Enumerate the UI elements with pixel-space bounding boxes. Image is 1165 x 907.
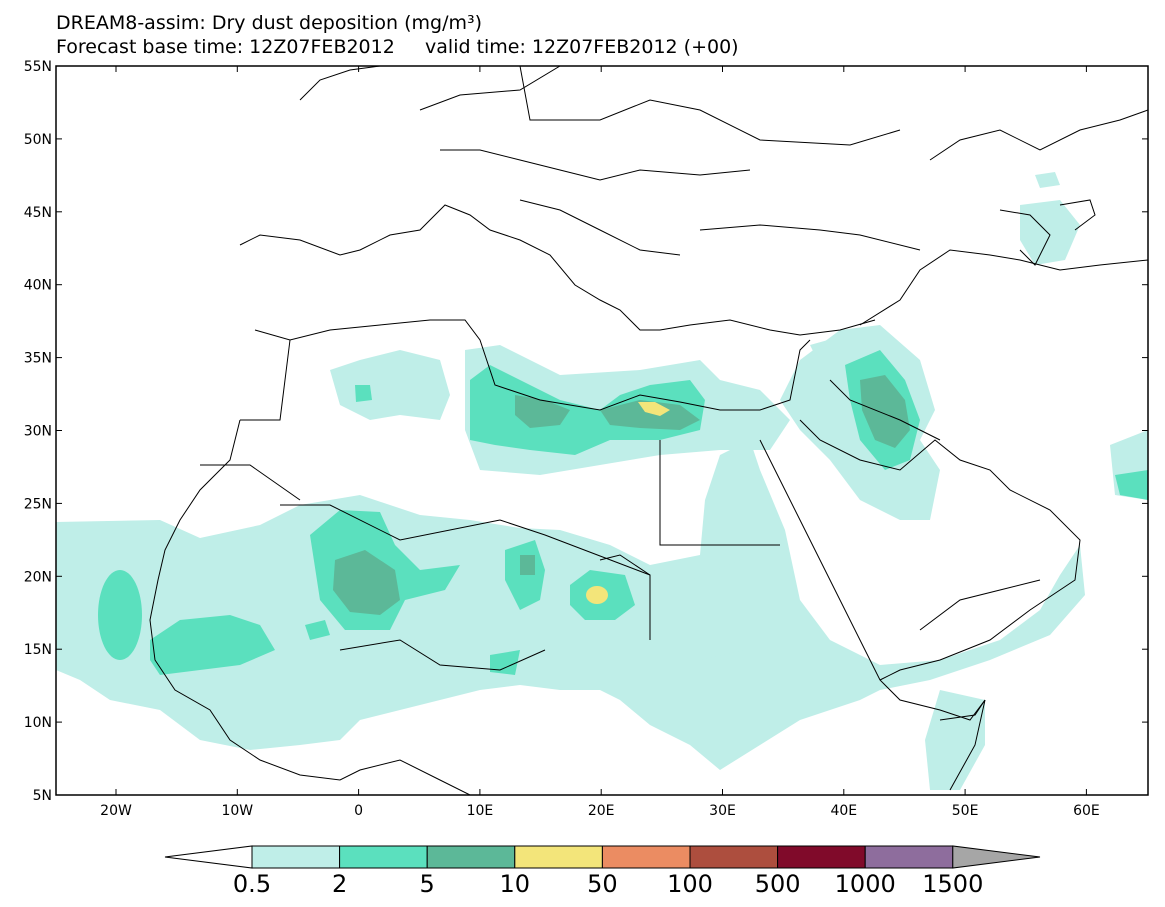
colorbar-over-arrow <box>952 845 1041 869</box>
latitude-label: 15N <box>24 642 52 658</box>
colorbar-label: 1500 <box>922 870 984 898</box>
latitude-label: 5N <box>33 788 52 804</box>
latitude-label: 25N <box>24 496 52 512</box>
colorbar-swatch <box>251 845 341 869</box>
latitude-label: 30N <box>24 424 52 440</box>
colorbar-label: 5 <box>419 870 435 898</box>
longitude-label: 30E <box>709 803 736 819</box>
latitude-label: 35N <box>24 351 52 367</box>
colorbar-under-arrow <box>164 845 253 869</box>
latitude-label: 55N <box>24 59 52 75</box>
longitude-label: 60E <box>1073 803 1100 819</box>
longitude-label: 20W <box>100 803 132 819</box>
map-subtitle: Forecast base time: 12Z07FEB2012 valid t… <box>56 36 739 58</box>
level-0.5-2-areas <box>56 172 1148 790</box>
level-2-5-areas <box>98 350 1148 675</box>
map-title: DREAM8-assim: Dry dust deposition (mg/m³… <box>56 12 483 34</box>
axis-ticks <box>56 65 1148 796</box>
longitude-label: 0 <box>354 803 363 819</box>
colorbar-label: 50 <box>587 870 618 898</box>
longitude-label: 10W <box>221 803 253 819</box>
colorbar-swatch <box>689 845 779 869</box>
longitude-label: 40E <box>830 803 857 819</box>
coastlines-and-borders <box>149 66 1148 795</box>
deposition-field <box>56 172 1148 790</box>
colorbar-swatch <box>864 845 954 869</box>
colorbar-label: 2 <box>331 870 348 898</box>
latitude-label: 40N <box>24 278 52 294</box>
colorbar-label: 0.5 <box>232 870 272 898</box>
colorbar-swatch <box>777 845 866 869</box>
colorbar <box>164 845 1041 869</box>
longitude-label: 10E <box>467 803 494 819</box>
colorbar-swatch <box>601 845 691 869</box>
colorbar-label: 10 <box>499 870 531 898</box>
level-5-10-areas <box>333 375 910 615</box>
longitude-labels: 20W 10W 0 10E 20E 30E 40E 50E 60E <box>100 803 1100 819</box>
longitude-label: 50E <box>952 803 979 819</box>
level-10-50-areas <box>586 402 670 604</box>
latitude-labels: 55N 50N 45N 40N 35N 30N 25N 20N 15N 10N 5N <box>24 59 52 804</box>
latitude-label: 50N <box>24 132 52 148</box>
latitude-label: 20N <box>24 569 52 585</box>
latitude-label: 10N <box>24 715 52 731</box>
colorbar-swatch <box>426 845 516 869</box>
longitude-label: 20E <box>588 803 615 819</box>
latitude-label: 45N <box>24 205 52 221</box>
colorbar-label: 100 <box>667 870 713 898</box>
colorbar-label: 1000 <box>834 870 896 898</box>
colorbar-swatch <box>514 845 603 869</box>
colorbar-label: 500 <box>754 870 801 898</box>
colorbar-swatch <box>339 845 428 869</box>
